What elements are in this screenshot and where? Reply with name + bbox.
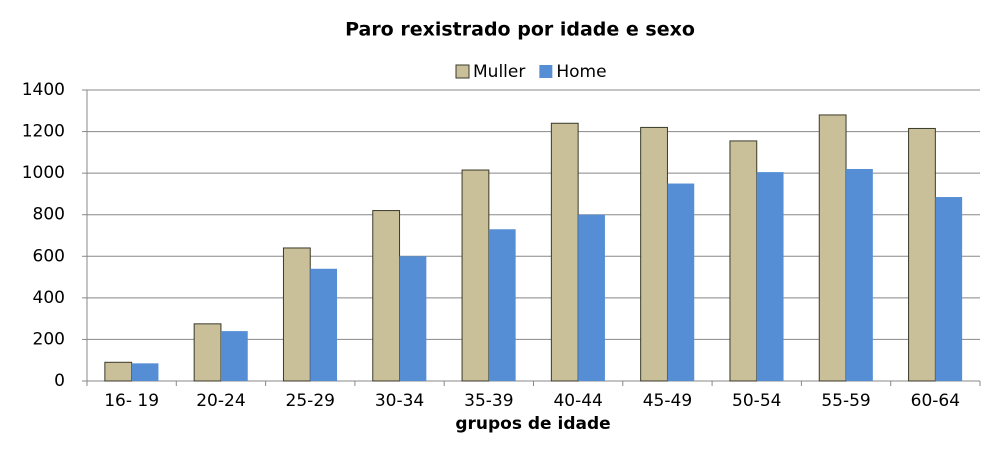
bar [461,169,490,382]
bar [220,331,248,381]
bar [488,229,516,381]
legend-swatch [539,65,553,78]
x-tick-label: 25-29 [286,391,335,411]
bar [550,122,579,382]
y-tick-label: 800 [33,205,65,225]
y-tick-label: 1400 [22,80,65,100]
x-tick-label: 45-49 [643,391,692,411]
x-tick-label: 55-59 [821,391,870,411]
bar [282,247,311,382]
x-tick-label: 16- 19 [104,391,159,411]
bar [372,210,401,382]
x-axis-title: grupos de idade [455,414,610,434]
bar [729,140,758,382]
bar [310,268,338,381]
y-tick-label: 1000 [22,163,65,183]
bar [846,168,873,381]
legend-label: Home [556,62,606,82]
x-tick-label: 35-39 [464,391,513,411]
bar [640,126,668,382]
x-tick-label: 40-44 [553,391,602,411]
legend-label: Muller [473,62,525,82]
bar [399,256,427,381]
y-tick-label: 200 [33,329,65,349]
y-tick-label: 600 [33,246,65,266]
y-tick-label: 0 [54,371,65,391]
bar [908,127,936,382]
y-tick-label: 1200 [22,122,65,142]
bar [578,214,605,381]
x-tick-label: 20-24 [196,391,245,411]
chart-title: Paro rexistrado por idade e sexo [345,19,695,41]
bar [193,323,222,382]
x-tick-label: 30-34 [375,391,424,411]
bar [818,114,847,382]
y-tick-label: 400 [33,288,65,308]
x-tick-label: 50-54 [732,391,781,411]
bar [104,361,133,382]
bar [667,183,695,381]
legend-swatch [455,64,470,79]
bar [935,197,963,381]
bar [756,172,784,381]
bar [131,363,159,381]
x-tick-label: 60-64 [911,391,960,411]
